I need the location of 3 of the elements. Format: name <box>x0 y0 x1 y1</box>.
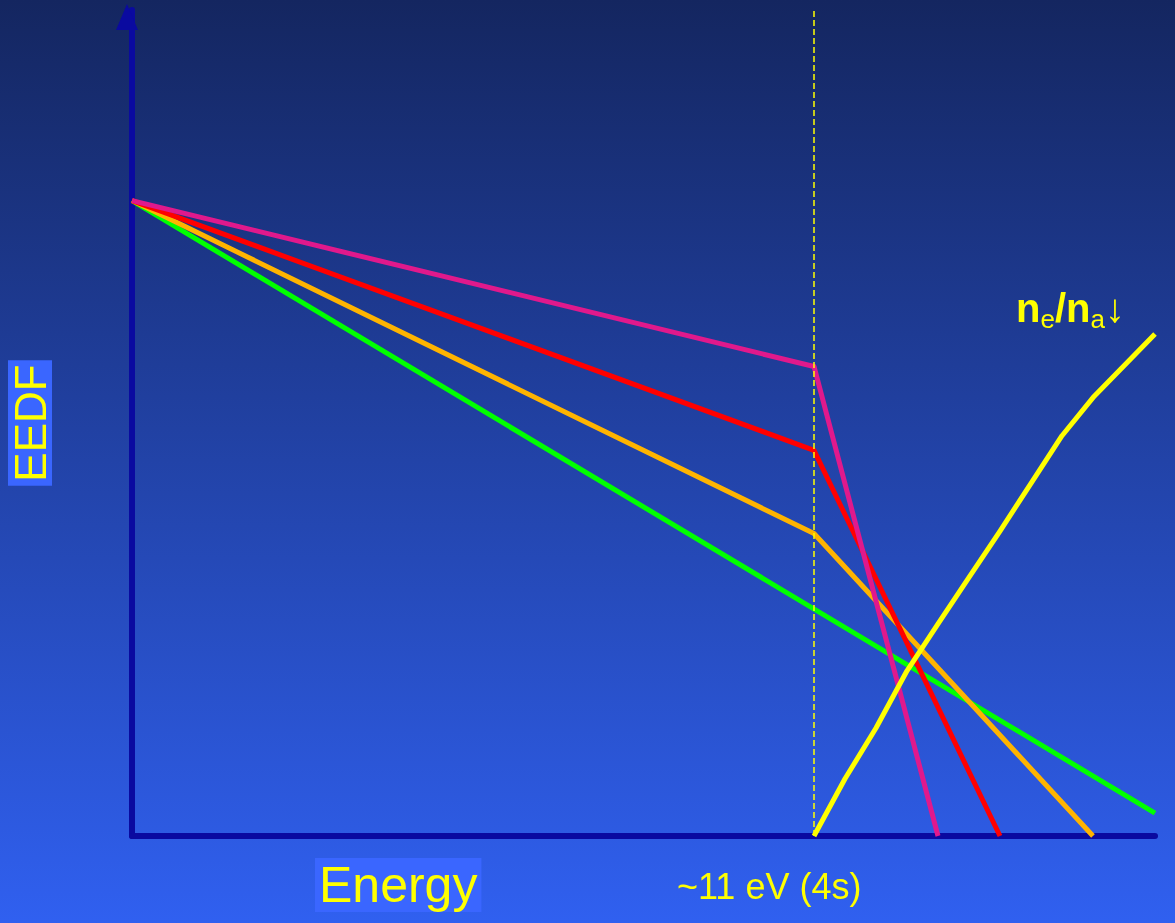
text: ~11 eV (4s) <box>677 865 862 907</box>
y-axis-title: EEDF <box>5 364 55 482</box>
x-axis-title: Energy <box>319 857 478 913</box>
